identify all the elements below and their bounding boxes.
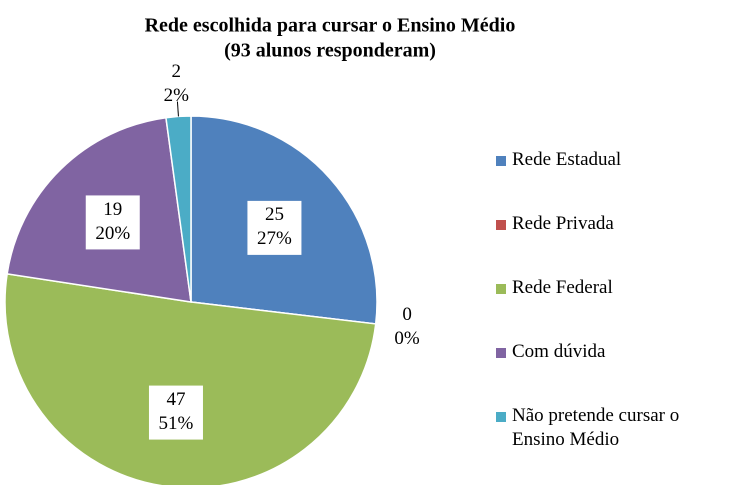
legend-item: Rede Estadual (496, 148, 728, 212)
label-box (85, 195, 140, 250)
legend-label: Rede Estadual (512, 149, 622, 170)
data-label: 0 (402, 304, 412, 325)
legend-item: Com dúvida (496, 340, 728, 404)
legend-item: Não pretende cursar o Ensino Médio (496, 404, 728, 468)
legend-item: Rede Privada (496, 212, 728, 276)
chart-subtitle: (93 alunos responderam) (224, 40, 436, 62)
data-label: 51% (159, 413, 194, 434)
data-label: 2% (164, 85, 190, 106)
legend-swatch (496, 412, 506, 422)
legend-swatch (496, 284, 506, 294)
legend-label: Não pretende cursar o Ensino Médio (512, 405, 680, 450)
legend-label: Rede Privada (512, 213, 614, 234)
leader-line (176, 101, 179, 117)
legend-label: Com dúvida (512, 341, 606, 362)
data-label: 47 (166, 389, 185, 410)
label-box (148, 385, 203, 440)
data-label: 2 (172, 61, 182, 82)
data-label: 19 (103, 199, 122, 220)
legend-swatch (496, 156, 506, 166)
pie-slice (4, 272, 377, 485)
chart-title: Rede escolhida para cursar o Ensino Médi… (145, 15, 516, 37)
legend-swatch (496, 348, 506, 358)
data-label: 27% (257, 228, 292, 249)
legend: Rede Estadual Rede Privada Rede Federal Com… (496, 148, 728, 468)
data-label: 0% (394, 328, 420, 349)
legend-swatch (496, 220, 506, 230)
legend-label: Rede Federal (512, 277, 613, 298)
label-box (247, 200, 302, 255)
data-label: 25 (265, 204, 284, 225)
data-label: 20% (95, 223, 130, 244)
legend-item: Rede Federal (496, 276, 728, 340)
